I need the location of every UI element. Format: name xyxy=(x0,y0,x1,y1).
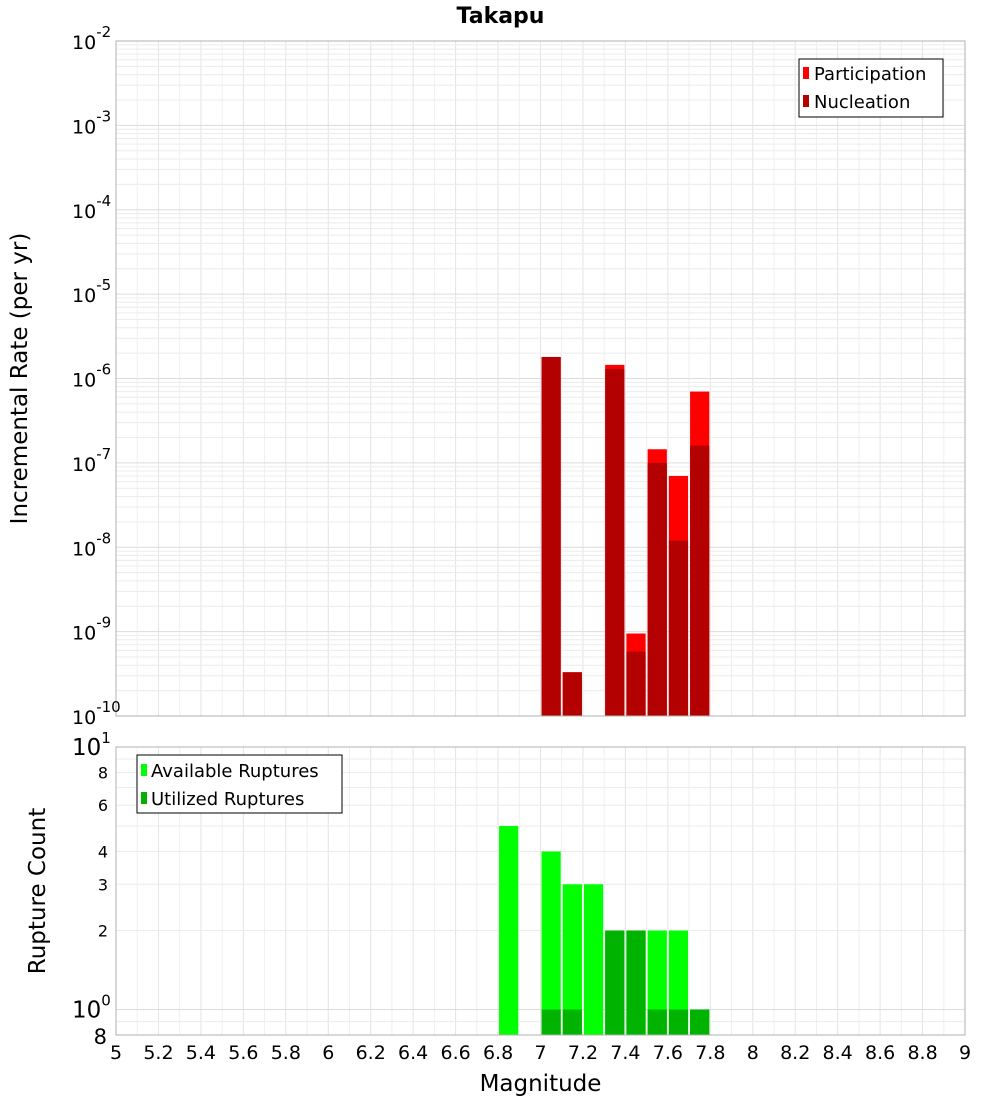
utilized-ruptures-bar xyxy=(690,1009,710,1035)
y-tick-label: 10-7 xyxy=(72,445,111,476)
grid-top xyxy=(115,40,966,717)
bottom-bars xyxy=(499,826,710,1035)
legend-swatch xyxy=(141,792,147,804)
y-tick-label: 10-5 xyxy=(72,276,111,307)
x-tick-label: 6.8 xyxy=(483,1042,513,1064)
x-axis-label: Magnitude xyxy=(480,1071,602,1097)
y-tick-label: 10-6 xyxy=(72,361,111,392)
x-tick-label: 8.4 xyxy=(823,1042,853,1064)
legend-label: Nucleation xyxy=(814,92,910,113)
chart-title: Takapu xyxy=(457,4,545,29)
nucleation-bar xyxy=(562,672,582,716)
y-tick-label: 10-2 xyxy=(72,23,111,54)
y-minor-tick-label: 8 xyxy=(98,763,108,782)
legend-box xyxy=(136,754,343,814)
legend-bottom: Available Ruptures Utilized Ruptures xyxy=(136,754,343,814)
available-ruptures-bar xyxy=(562,884,582,1035)
top-plot-frame xyxy=(115,40,966,717)
top-y-ticks: 10-10 10-9 10-8 10-7 10-6 10-5 10-4 10-3 10-2 xyxy=(72,23,121,729)
legend-swatch xyxy=(803,67,809,79)
available-ruptures-bar xyxy=(668,930,689,1035)
legend-swatch xyxy=(141,764,147,776)
utilized-ruptures-bar xyxy=(668,1009,689,1035)
legend-label: Available Ruptures xyxy=(151,761,319,782)
top-y-axis-label: Incremental Rate (per yr) xyxy=(7,233,33,525)
legend-label: Utilized Ruptures xyxy=(151,789,304,810)
y-minor-tick-label: 4 xyxy=(98,842,108,861)
available-ruptures-bar xyxy=(499,826,519,1035)
nucleation-bar xyxy=(626,651,646,716)
available-ruptures-bar xyxy=(583,884,604,1035)
x-ticks: 5 5.2 5.4 5.6 5.8 6 6.2 6.4 6.6 6.8 7 7.2 7.4 7.6 7.8 8… xyxy=(110,1042,971,1064)
bottom-y-axis-label: Rupture Count xyxy=(25,808,51,974)
nucleation-bar xyxy=(541,356,561,716)
y-tick-label: 101 xyxy=(72,729,111,761)
nucleation-bar xyxy=(668,540,689,716)
x-tick-label: 8 xyxy=(747,1042,759,1064)
legend-box xyxy=(798,58,944,118)
y-minor-tick-label: 2 xyxy=(98,922,108,941)
grid-bottom xyxy=(115,746,966,1036)
y-bottom-tick-label: 8 xyxy=(94,1025,107,1049)
legend-swatch xyxy=(803,95,809,107)
x-tick-label: 8.8 xyxy=(907,1042,937,1064)
x-tick-label: 7.4 xyxy=(610,1042,640,1064)
x-tick-label: 5 xyxy=(110,1042,122,1064)
x-tick-label: 9 xyxy=(959,1042,971,1064)
y-minor-tick-label: 6 xyxy=(98,796,108,815)
nucleation-bar xyxy=(690,445,710,716)
nucleation-bar xyxy=(647,462,667,716)
y-tick-label: 100 xyxy=(72,992,111,1024)
x-tick-label: 6.2 xyxy=(356,1042,386,1064)
legend-top: Participation Nucleation xyxy=(798,58,944,118)
y-tick-label: 10-8 xyxy=(72,529,111,560)
x-tick-label: 6.6 xyxy=(440,1042,470,1064)
x-tick-label: 7.8 xyxy=(695,1042,725,1064)
x-tick-label: 6 xyxy=(322,1042,334,1064)
x-tick-label: 5.6 xyxy=(228,1042,258,1064)
x-tick-label: 7.2 xyxy=(568,1042,598,1064)
x-tick-label: 5.4 xyxy=(186,1042,216,1064)
utilized-ruptures-bar xyxy=(605,930,625,1035)
x-tick-label: 8.6 xyxy=(865,1042,895,1064)
available-ruptures-bar xyxy=(647,930,667,1035)
x-tick-label: 5.8 xyxy=(271,1042,301,1064)
y-tick-label: 10-9 xyxy=(72,614,111,645)
x-tick-label: 8.2 xyxy=(780,1042,810,1064)
x-tick-label: 7 xyxy=(534,1042,546,1064)
y-minor-tick-label: 3 xyxy=(98,875,108,894)
y-tick-label: 10-4 xyxy=(72,192,111,223)
available-ruptures-bar xyxy=(541,851,561,1035)
x-tick-label: 7.6 xyxy=(653,1042,683,1064)
y-tick-label: 10-3 xyxy=(72,107,111,138)
utilized-ruptures-bar xyxy=(541,1009,561,1035)
bottom-plot-frame xyxy=(115,746,966,1036)
utilized-ruptures-bar xyxy=(626,930,646,1035)
utilized-ruptures-bar xyxy=(562,1009,582,1035)
bottom-y-ticks: 100 101 2 3 4 6 8 8 xyxy=(72,729,111,1049)
x-tick-label: 5.2 xyxy=(143,1042,173,1064)
y-tick-label: 10-10 xyxy=(72,698,121,729)
top-bars xyxy=(541,356,710,716)
nucleation-bar xyxy=(605,368,625,716)
legend-label: Participation xyxy=(814,64,926,85)
utilized-ruptures-bar xyxy=(647,1009,667,1035)
x-tick-label: 6.4 xyxy=(398,1042,428,1064)
